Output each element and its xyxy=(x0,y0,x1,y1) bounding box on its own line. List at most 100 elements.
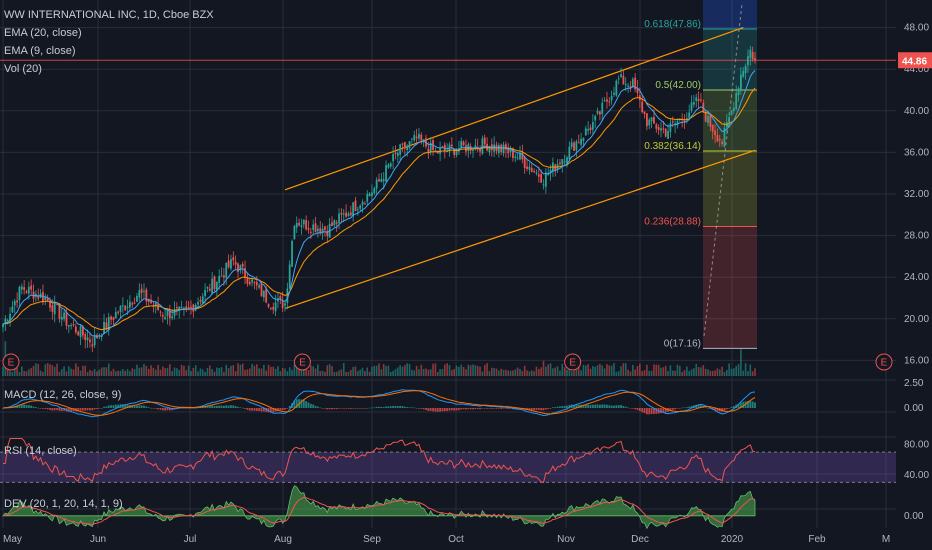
volume-bar xyxy=(77,366,79,376)
candle-body xyxy=(408,141,411,148)
rsi-label[interactable]: RSI (14, close) xyxy=(4,445,77,457)
macd-histogram-bar xyxy=(16,405,18,408)
candle-body xyxy=(577,142,580,144)
candle-body xyxy=(624,84,627,86)
time-tick-label: Sep xyxy=(363,534,381,545)
macd-histogram-bar xyxy=(2,408,4,409)
macd-histogram-bar xyxy=(624,406,627,408)
volume-bar xyxy=(615,371,618,376)
ema20-legend[interactable]: EMA (20, close) xyxy=(4,27,82,39)
volume-bar xyxy=(30,368,32,376)
candle-body xyxy=(662,128,665,130)
volume-bar xyxy=(42,371,44,376)
candle-body xyxy=(359,205,362,209)
volume-bar xyxy=(288,367,291,376)
candle-body xyxy=(295,222,298,228)
volume-bar xyxy=(646,364,648,376)
volume-bar xyxy=(25,371,28,376)
volume-bar xyxy=(53,366,56,376)
candle-body xyxy=(561,159,564,165)
volume-bar xyxy=(176,368,178,376)
pane-tick-label: 2.50 xyxy=(904,378,924,389)
trend-channel[interactable] xyxy=(284,27,756,309)
volume-bar xyxy=(636,366,639,376)
candle-body xyxy=(462,141,465,146)
candle-body xyxy=(232,257,235,261)
candle-body xyxy=(180,306,183,308)
macd-histogram-bar xyxy=(620,405,622,408)
volume-bar xyxy=(744,363,747,376)
volume-bar xyxy=(702,365,705,376)
price-tick-label: 28.00 xyxy=(904,231,929,242)
candle-body xyxy=(505,144,507,150)
macd-histogram-bar xyxy=(528,408,531,411)
ema9-legend[interactable]: EMA (9, close) xyxy=(4,45,76,57)
macd-histogram-bar xyxy=(361,408,364,409)
candle-body xyxy=(714,130,716,136)
macd-histogram-bar xyxy=(411,407,413,409)
macd-histogram-bar xyxy=(267,408,270,413)
dev-label[interactable]: DEV (20, 1, 20, 14, 1, 9) xyxy=(4,498,123,510)
volume-bar xyxy=(28,369,30,376)
macd-histogram-bar xyxy=(352,408,355,409)
volume-bar xyxy=(554,367,557,376)
candle-body xyxy=(49,300,51,308)
macd-histogram-bar xyxy=(39,408,42,409)
volume-legend[interactable]: Vol (20) xyxy=(4,63,42,75)
macd-histogram-bar xyxy=(147,407,150,408)
candle-body xyxy=(72,324,75,326)
macd-histogram-bar xyxy=(121,404,124,408)
macd-histogram-bar xyxy=(192,408,195,409)
volume-bar xyxy=(507,370,510,376)
volume-bar xyxy=(150,365,152,376)
volume-bar xyxy=(446,363,448,376)
volume-bar xyxy=(84,365,87,376)
volume-bar xyxy=(657,364,660,376)
volume-bar xyxy=(575,366,578,376)
macd-histogram-bar xyxy=(399,405,402,408)
volume-bar xyxy=(667,371,669,376)
candle-body xyxy=(401,143,404,145)
candle-body xyxy=(559,162,561,164)
volume-bar xyxy=(624,363,627,376)
symbol-title[interactable]: WW INTERNATIONAL INC, 1D, Cboe BZX xyxy=(4,9,214,21)
candle-body xyxy=(385,165,387,182)
volume-bar xyxy=(568,367,571,376)
time-tick-label: 2020 xyxy=(721,534,744,545)
macd-histogram-bar xyxy=(286,408,289,409)
macd-histogram-bar xyxy=(509,408,512,409)
ema20-line xyxy=(2,87,756,331)
time-tick-label: Oct xyxy=(448,534,464,545)
pane-tick-label: 0.00 xyxy=(904,403,924,414)
candle-body xyxy=(634,77,637,90)
macd-histogram-bar xyxy=(704,407,707,409)
candle-body xyxy=(100,336,103,338)
candle-body xyxy=(420,134,423,141)
moving-averages xyxy=(2,70,756,337)
candle-body xyxy=(707,115,709,123)
candle-body xyxy=(685,118,688,120)
volume-bar xyxy=(415,365,418,376)
candle-body xyxy=(121,305,124,307)
macd-histogram-bar xyxy=(211,405,214,408)
macd-label[interactable]: MACD (12, 26, close, 9) xyxy=(4,389,122,401)
candle-body xyxy=(366,193,369,202)
candle-body xyxy=(265,288,268,303)
chart-legend: WW INTERNATIONAL INC, 1D, Cboe BZX EMA (… xyxy=(4,6,214,78)
candle-body xyxy=(608,101,611,103)
macd-histogram-bar xyxy=(556,406,559,408)
volume-bar xyxy=(56,363,58,376)
fib-zone xyxy=(703,150,757,227)
macd-histogram-bar xyxy=(103,406,105,408)
macd-histogram-bar xyxy=(629,408,632,409)
volume-bar xyxy=(617,371,620,376)
price-axis[interactable]: 16.00 20.00 24.00 28.00 32.00 36.00 40.00 44.00… xyxy=(896,0,932,550)
volume-bar xyxy=(230,365,232,376)
time-axis[interactable]: May Jun Jul Aug Sep Oct Nov Dec 2020 Feb M xyxy=(3,534,890,545)
volume-bar xyxy=(223,371,225,376)
macd-histogram-bar xyxy=(227,405,230,408)
candle-body xyxy=(584,128,587,136)
candle-body xyxy=(599,111,601,115)
